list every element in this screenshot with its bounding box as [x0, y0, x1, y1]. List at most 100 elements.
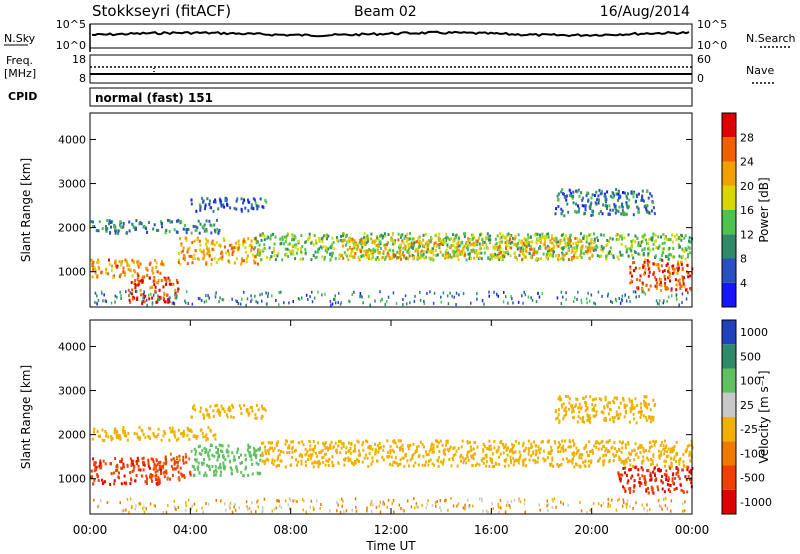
- range-gate-cell: [557, 408, 560, 412]
- range-gate-cell: [607, 412, 610, 416]
- range-gate-cell: [432, 258, 435, 262]
- range-gate-cell: [173, 505, 176, 509]
- range-gate-cell: [606, 190, 609, 194]
- range-gate-cell: [596, 236, 599, 240]
- range-gate-cell: [95, 465, 98, 469]
- range-gate-cell: [213, 228, 216, 232]
- range-gate-cell: [244, 467, 247, 471]
- range-gate-cell: [331, 302, 334, 306]
- range-gate-cell: [183, 433, 186, 437]
- range-gate-cell: [112, 276, 115, 280]
- range-gate-cell: [215, 261, 218, 264]
- range-gate-cell: [185, 455, 188, 459]
- range-gate-cell: [617, 210, 620, 214]
- range-gate-cell: [210, 443, 212, 447]
- range-gate-cell: [684, 234, 687, 238]
- range-gate-cell: [478, 256, 481, 260]
- range-gate-cell: [267, 291, 270, 295]
- range-gate-cell: [511, 240, 514, 244]
- range-gate-cell: [158, 295, 161, 299]
- cpid-panel: CPID normal (fast) 151: [8, 87, 693, 107]
- range-gate-cell: [414, 240, 417, 244]
- range-gate-cell: [242, 239, 245, 243]
- range-gate-cell: [643, 233, 646, 237]
- range-gate-cell: [584, 204, 587, 208]
- range-gate-cell: [625, 505, 628, 509]
- range-gate-cell: [141, 276, 144, 280]
- range-gate-cell: [190, 202, 193, 206]
- range-gate-cell: [140, 293, 143, 297]
- range-gate-cell: [680, 261, 683, 265]
- range-gate-cell: [109, 231, 111, 235]
- range-gate-cell: [425, 506, 427, 510]
- range-gate-cell: [302, 508, 304, 512]
- range-gate-cell: [342, 234, 345, 238]
- range-gate-cell: [379, 500, 382, 504]
- range-gate-cell: [199, 206, 202, 210]
- range-gate-cell: [308, 440, 311, 443]
- range-gate-cell: [657, 499, 660, 503]
- range-gate-cell: [659, 299, 661, 303]
- range-gate-cell: [115, 436, 118, 440]
- range-gate-cell: [133, 296, 136, 300]
- range-gate-cell: [532, 252, 535, 256]
- range-gate-cell: [200, 461, 203, 465]
- range-gate-cell: [675, 440, 678, 444]
- range-gate-cell: [666, 450, 669, 453]
- range-gate-cell: [549, 463, 552, 467]
- range-gate-cell: [106, 227, 109, 231]
- range-gate-cell: [387, 295, 390, 299]
- range-gate-cell: [268, 448, 271, 452]
- range-gate-cell: [138, 437, 141, 441]
- range-gate-cell: [197, 465, 200, 469]
- range-gate-cell: [251, 298, 253, 302]
- range-gate-cell: [131, 469, 134, 473]
- x-tick-label: 00:00: [675, 523, 710, 537]
- range-gate-cell: [667, 454, 670, 458]
- range-gate-cell: [250, 206, 253, 210]
- range-gate-cell: [519, 453, 522, 457]
- range-gate-cell: [539, 233, 541, 237]
- range-gate-cell: [315, 255, 318, 259]
- range-gate-cell: [457, 237, 460, 241]
- range-gate-cell: [473, 256, 476, 260]
- range-gate-cell: [208, 247, 210, 251]
- range-gate-cell: [286, 451, 289, 455]
- range-gate-cell: [143, 461, 146, 465]
- range-gate-cell: [476, 445, 479, 449]
- range-gate-cell: [191, 302, 194, 306]
- colorbar-tick-label: 500: [740, 350, 761, 363]
- range-gate-cell: [146, 231, 148, 234]
- range-gate-cell: [633, 417, 636, 421]
- range-gate-cell: [180, 243, 183, 247]
- range-gate-cell: [153, 223, 156, 227]
- range-gate-cell: [304, 460, 307, 464]
- range-gate-cell: [546, 256, 549, 260]
- range-gate-cell: [665, 263, 668, 267]
- range-gate-cell: [291, 238, 293, 242]
- range-gate-cell: [652, 415, 655, 419]
- range-gate-cell: [442, 458, 445, 462]
- range-gate-cell: [210, 262, 213, 266]
- range-gate-cell: [496, 234, 499, 238]
- range-gate-cell: [671, 266, 674, 270]
- range-gate-cell: [632, 507, 634, 510]
- range-gate-cell: [628, 198, 631, 202]
- range-gate-cell: [376, 256, 379, 260]
- range-gate-cell: [633, 261, 636, 264]
- range-gate-cell: [594, 248, 597, 252]
- range-gate-cell: [575, 462, 577, 466]
- range-gate-cell: [329, 509, 331, 513]
- range-gate-cell: [650, 194, 653, 198]
- range-gate-cell: [572, 194, 575, 198]
- range-gate-cell: [577, 210, 580, 214]
- range-gate-cell: [620, 212, 623, 216]
- range-gate-cell: [277, 448, 280, 452]
- power-colorbar-label: Power [dB]: [757, 177, 771, 242]
- range-gate-cell: [497, 445, 500, 449]
- range-gate-cell: [188, 429, 191, 433]
- range-gate-cell: [468, 252, 471, 256]
- range-gate-cell: [197, 461, 200, 465]
- range-gate-cell: [243, 198, 246, 202]
- range-gate-cell: [567, 237, 570, 241]
